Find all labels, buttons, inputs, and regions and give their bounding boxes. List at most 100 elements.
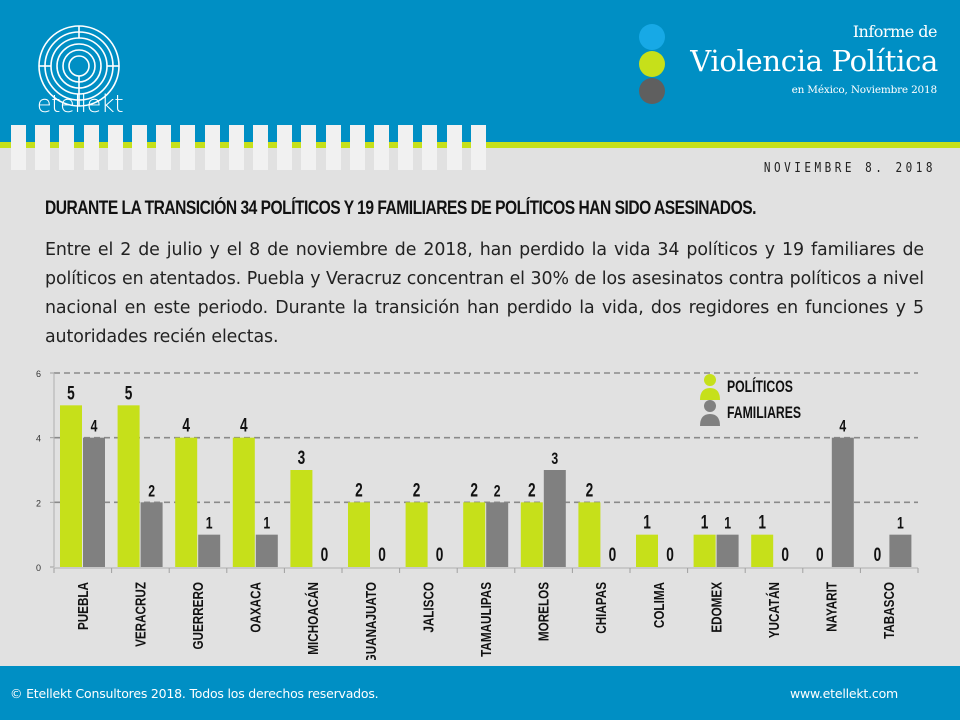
report-title: Violencia Política xyxy=(690,44,938,78)
data-label: 4 xyxy=(182,414,190,436)
stripe xyxy=(107,125,123,170)
data-label: 0 xyxy=(666,544,674,566)
bar-politicos xyxy=(175,437,198,567)
stripe xyxy=(446,125,462,170)
headline: DURANTE LA TRANSICIÓN 34 POLÍTICOS Y 19 … xyxy=(45,198,756,219)
lime-dot-icon xyxy=(639,51,665,77)
data-label: 0 xyxy=(609,544,617,566)
bar-politicos xyxy=(636,534,658,567)
stripe xyxy=(277,125,293,170)
x-tick-label: MORELOS xyxy=(535,582,552,641)
data-label: 1 xyxy=(724,515,731,533)
footer: © Etellekt Consultores 2018. Todos los d… xyxy=(0,666,960,720)
bar-familiares xyxy=(716,534,739,567)
x-tick-label: PUEBLA xyxy=(74,582,91,630)
data-label: 1 xyxy=(897,515,904,533)
x-tick-label: JALISCO xyxy=(420,582,437,633)
data-label: 1 xyxy=(701,511,709,533)
x-tick-label: COLIMA xyxy=(650,582,667,628)
bar-familiares xyxy=(889,534,912,567)
stripe xyxy=(374,125,389,170)
y-tick-label: 0 xyxy=(36,563,41,573)
data-label: 2 xyxy=(494,483,501,501)
x-tick-label: GUERRERO xyxy=(190,582,207,650)
blue-dot-icon xyxy=(639,24,665,50)
gray-dot-icon xyxy=(639,78,665,104)
data-label: 3 xyxy=(551,450,558,468)
data-label: 0 xyxy=(874,544,882,566)
y-tick-label: 6 xyxy=(36,369,41,379)
bar-politicos xyxy=(232,437,255,567)
data-label: 3 xyxy=(298,447,306,469)
bar-familiares xyxy=(140,502,163,567)
legend-label: POLÍTICOS xyxy=(727,377,793,397)
y-tick-label: 4 xyxy=(36,434,41,444)
data-label: 0 xyxy=(436,544,444,566)
stripe xyxy=(156,125,172,170)
x-tick-label: TAMAULIPAS xyxy=(478,582,495,657)
stripe xyxy=(11,125,26,170)
header-banner: etellekt Informe de Violencia Política e… xyxy=(0,0,960,142)
person-icon-head xyxy=(704,400,716,412)
website-link[interactable]: www.etellekt.com xyxy=(789,686,898,701)
bar-politicos xyxy=(520,502,543,567)
bar-familiares xyxy=(831,437,854,567)
stripe xyxy=(325,125,341,170)
x-tick-label: VERACRUZ xyxy=(132,582,149,647)
bar-politicos xyxy=(290,470,313,567)
bar-politicos xyxy=(60,405,82,567)
stripe xyxy=(422,125,438,170)
data-label: 5 xyxy=(67,382,75,404)
data-label: 1 xyxy=(643,511,651,533)
data-label: 1 xyxy=(263,515,270,533)
y-tick-label: 2 xyxy=(36,498,41,508)
stripe xyxy=(228,125,244,170)
bar-politicos xyxy=(117,405,140,567)
data-label: 0 xyxy=(816,544,824,566)
bar-politicos xyxy=(578,502,601,567)
stripe xyxy=(398,125,414,170)
x-tick-label: MICHOACÁN xyxy=(305,582,322,655)
person-icon-body xyxy=(700,414,720,426)
bar-familiares xyxy=(83,437,105,567)
data-label: 0 xyxy=(321,544,329,566)
stripe xyxy=(83,125,99,170)
data-label: 5 xyxy=(125,382,133,404)
bar-politicos xyxy=(348,502,370,567)
decorative-stripes xyxy=(0,125,500,171)
logo-wordmark: etellekt xyxy=(36,90,124,118)
stripe xyxy=(253,125,268,170)
stripe xyxy=(132,125,147,170)
stripe xyxy=(204,125,220,170)
bar-familiares xyxy=(486,502,509,567)
body-paragraph: Entre el 2 de julio y el 8 de noviembre … xyxy=(45,240,924,347)
person-icon-body xyxy=(700,388,720,400)
bar-familiares xyxy=(198,534,221,567)
data-label: 1 xyxy=(758,511,766,533)
stripe xyxy=(35,125,51,170)
data-label: 4 xyxy=(240,414,248,436)
copyright-text: © Etellekt Consultores 2018. Todos los d… xyxy=(10,686,379,701)
bar-familiares xyxy=(543,470,566,567)
report-subtitle: en México, Noviembre 2018 xyxy=(791,84,938,96)
labyrinth-logo-icon xyxy=(38,25,120,107)
x-tick-label: EDOMEX xyxy=(708,582,725,633)
data-label: 4 xyxy=(839,418,846,436)
stripe xyxy=(301,125,317,170)
x-tick-label: NAYARIT xyxy=(823,581,840,631)
x-tick-label: CHIAPAS xyxy=(593,582,610,634)
x-tick-label: GUANAJUATO xyxy=(362,582,379,660)
data-label: 2 xyxy=(470,479,478,501)
data-label: 2 xyxy=(148,483,155,501)
bar-politicos xyxy=(751,534,774,567)
data-label: 0 xyxy=(378,544,386,566)
person-icon-head xyxy=(704,374,716,386)
x-tick-label: YUCATÁN xyxy=(766,582,783,638)
stripe xyxy=(470,125,486,170)
data-label: 1 xyxy=(206,515,213,533)
publication-date: NOVIEMBRE 8. 2018 xyxy=(763,160,936,176)
x-tick-label: TABASCO xyxy=(881,582,898,639)
data-label: 2 xyxy=(586,479,594,501)
stripe xyxy=(180,125,196,170)
data-label: 2 xyxy=(355,479,363,501)
